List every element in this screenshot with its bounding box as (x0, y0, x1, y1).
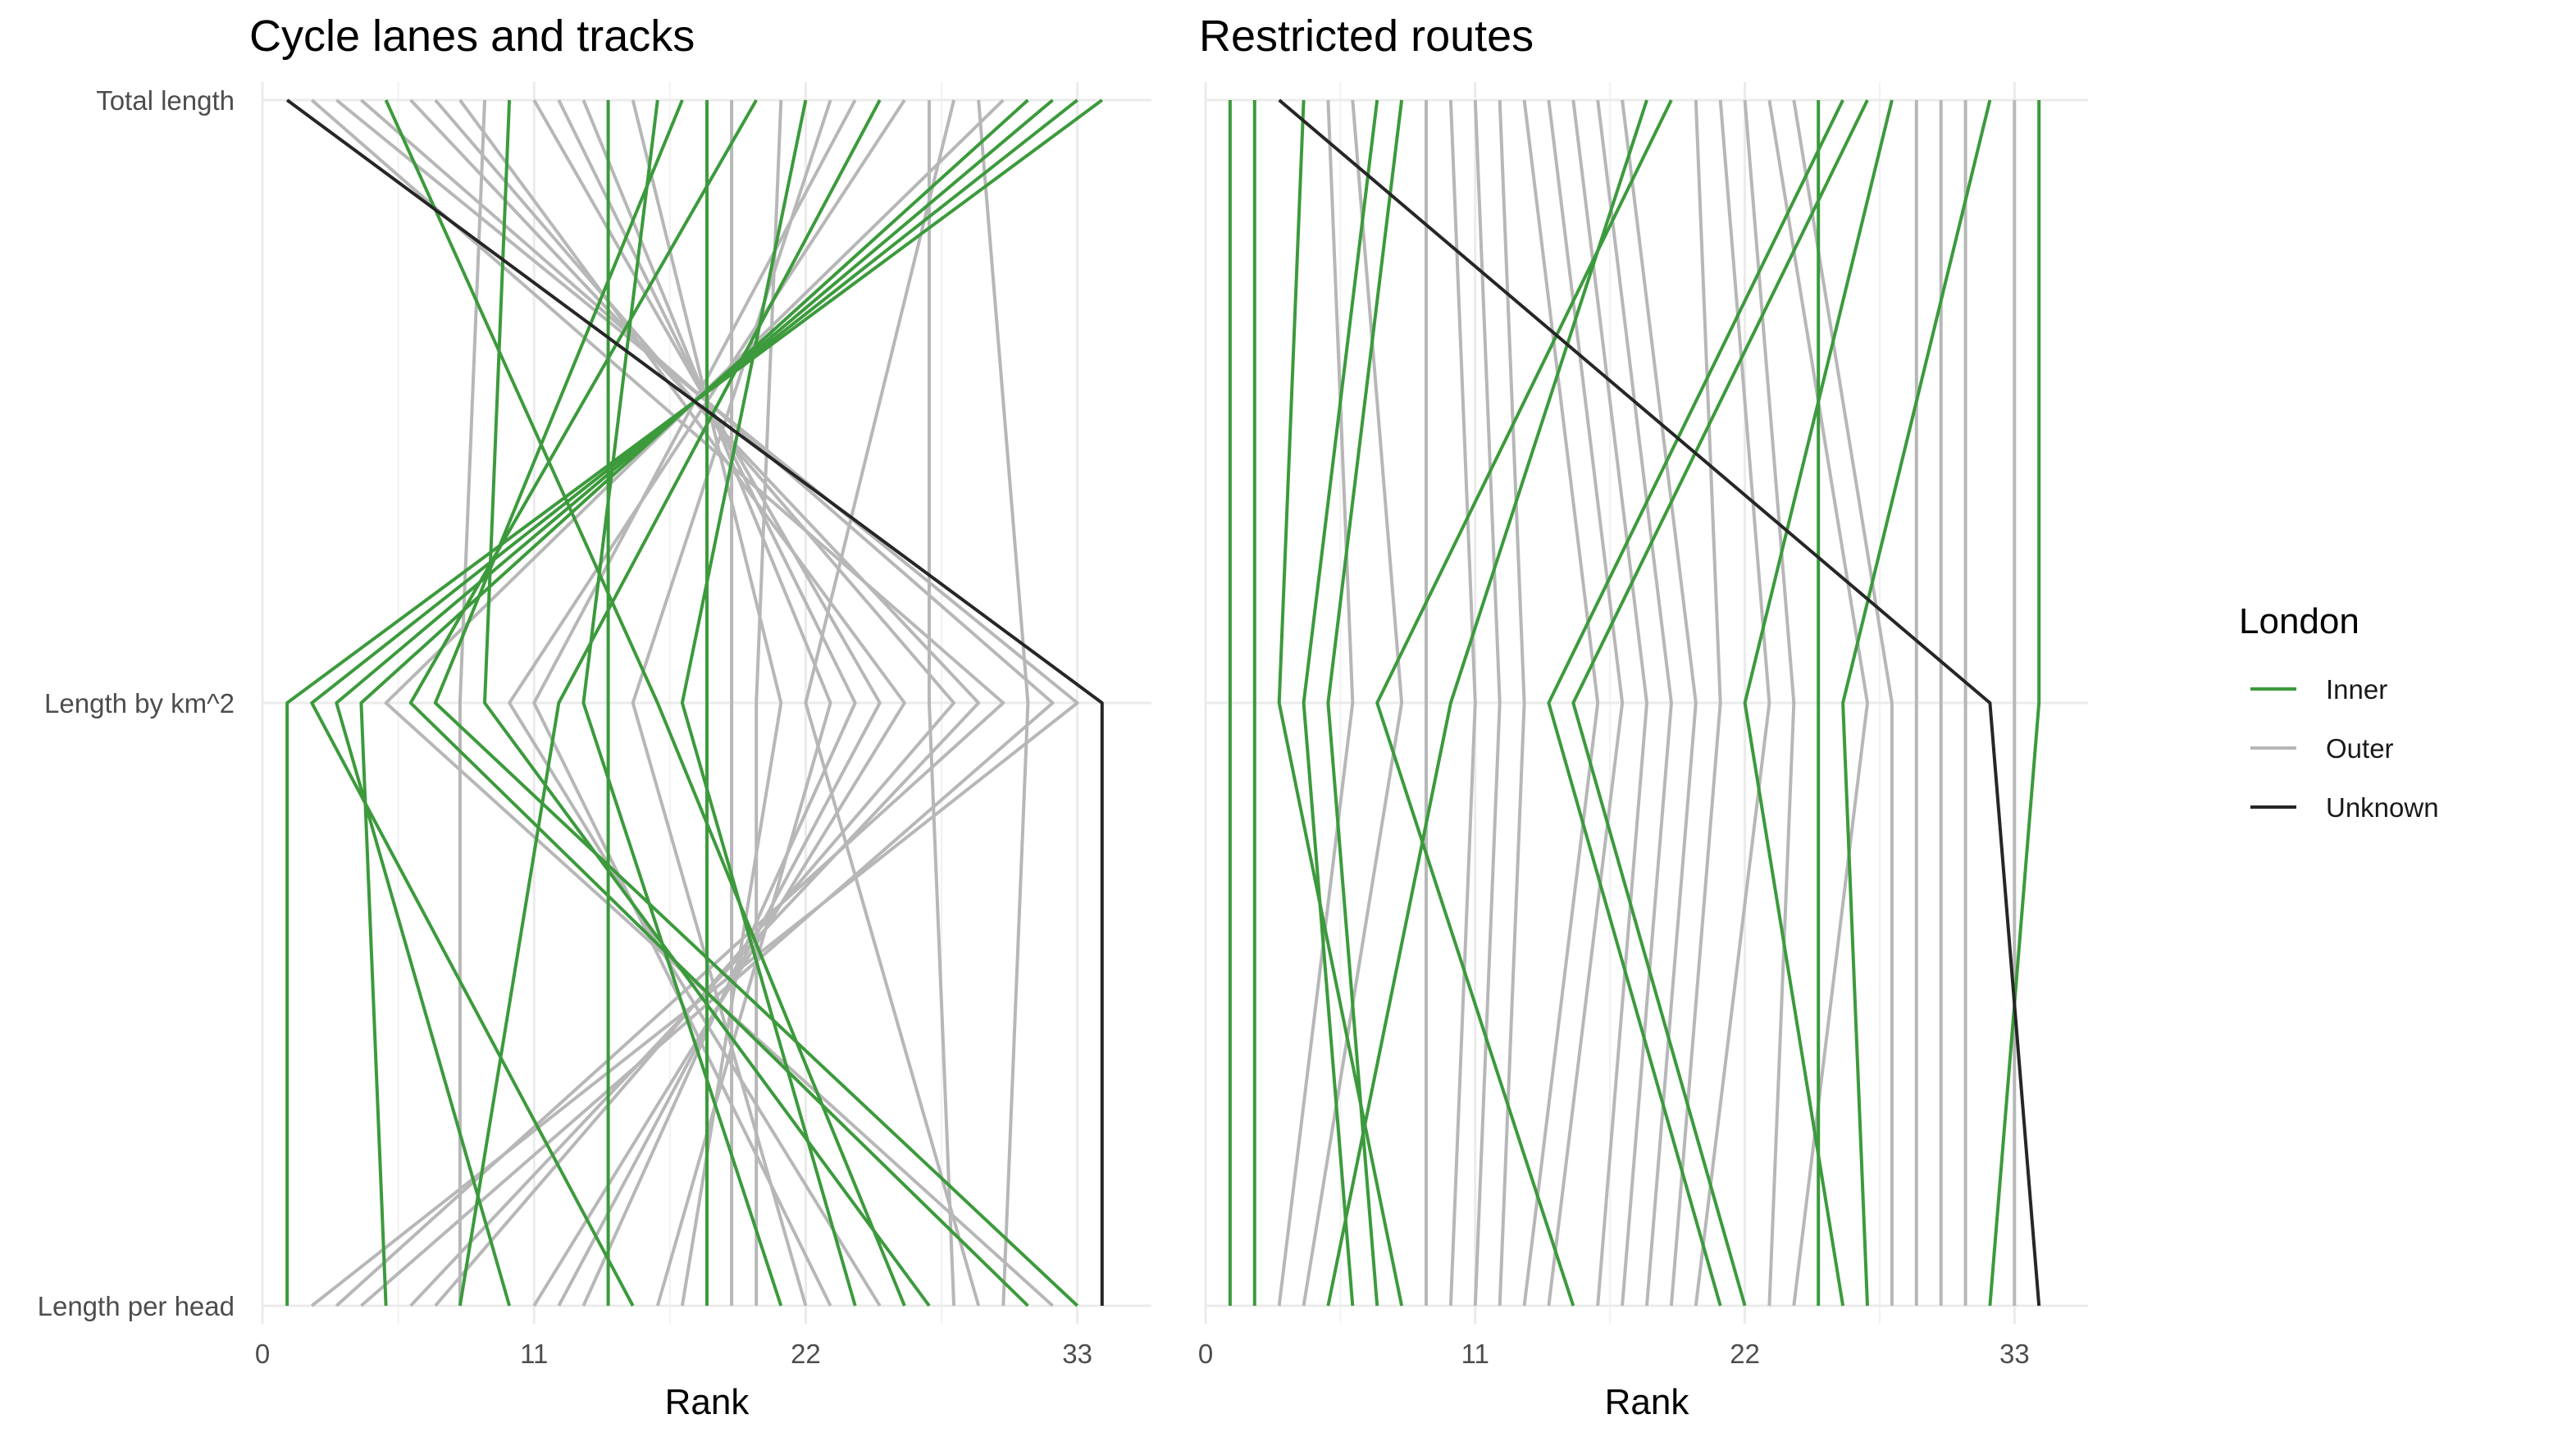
series-line-inner-9 (1326, 99, 1404, 1307)
series-line-inner-6 (433, 99, 1079, 1307)
series-line-inner-12 (1841, 99, 1992, 1307)
legend-label: Unknown (2326, 792, 2439, 823)
x-axis-title: Rank (665, 1382, 750, 1422)
legend-item-unknown: Unknown (2250, 792, 2439, 823)
series-line-inner-4 (359, 98, 1029, 1307)
x-tick-label: 11 (1461, 1339, 1489, 1369)
x-tick-label: 33 (1062, 1339, 1092, 1369)
x-tick-label: 33 (1999, 1339, 2030, 1369)
legend-title: London (2239, 601, 2359, 641)
series-line-outer-16 (360, 98, 1055, 1307)
series-line-inner-13 (1988, 100, 2041, 1307)
series-line-outer-29 (1792, 99, 1894, 1306)
series-line-inner-7 (1547, 99, 1844, 1307)
series-line-outer-23 (1596, 99, 1673, 1307)
series-line-inner-9 (581, 99, 783, 1307)
series-line-unknown-0 (285, 98, 1104, 1306)
series-line-outer-32 (977, 99, 1030, 1307)
series-line-inner-8 (1571, 99, 1869, 1307)
series-line-inner-6 (1375, 99, 1673, 1307)
series-line-outer-26 (1694, 99, 1771, 1307)
series-line-inner-3 (335, 98, 1054, 1307)
series-line-inner-5 (1326, 99, 1648, 1307)
series-line-inner-8 (458, 99, 882, 1307)
panel-title: Restricted routes (1199, 11, 1534, 61)
series-line-outer-22 (557, 99, 857, 1307)
series-line-inner-10 (1743, 99, 1894, 1307)
x-tick-label: 11 (520, 1339, 548, 1369)
series-line-outer-15 (310, 98, 1005, 1307)
series-line-inner-4 (1302, 99, 1379, 1307)
series-line-outer-14 (1277, 99, 1355, 1307)
series-line-outer-28 (532, 99, 857, 1307)
series-line-inner-7 (483, 99, 931, 1307)
panel-2: Restricted routes 0 11 22 33 Rank (1198, 11, 2088, 1422)
series-line-inner-11 (680, 99, 857, 1307)
series-line-inner-2 (310, 98, 1078, 1307)
y-category-label: Total length (96, 85, 235, 116)
series-line-outer-21 (532, 99, 882, 1307)
series-line-outer-18 (1473, 99, 1502, 1307)
series-line-unknown-0 (1278, 98, 2041, 1307)
y-category-label: Length by km^2 (44, 688, 235, 718)
series-line-inner-10 (384, 99, 906, 1307)
series-line-outer-27 (1743, 99, 1796, 1307)
series-lines (1228, 98, 2041, 1307)
series-line-outer-31 (804, 99, 981, 1307)
x-tick-label: 22 (1730, 1339, 1760, 1369)
x-tick-label: 0 (255, 1339, 270, 1369)
legend: London Inner Outer Unknown (2239, 601, 2439, 823)
series-line-outer-33 (384, 98, 1054, 1307)
panel-1: Cycle lanes and tracks 0 11 22 33 Rank Total l… (38, 11, 1151, 1422)
series-lines (285, 98, 1104, 1307)
legend-item-outer: Outer (2250, 733, 2394, 764)
series-line-outer-17 (1448, 99, 1477, 1307)
legend-item-inner: Inner (2250, 674, 2387, 705)
series-line-outer-20 (1522, 99, 1600, 1307)
x-axis-title: Rank (1605, 1382, 1690, 1422)
legend-label: Outer (2326, 733, 2394, 764)
x-tick-label: 22 (791, 1339, 821, 1369)
legend-label: Inner (2326, 674, 2387, 705)
series-line-inner-1 (285, 98, 1103, 1306)
series-line-outer-30 (928, 100, 956, 1307)
panel-title: Cycle lanes and tracks (249, 11, 695, 61)
series-line-outer-22 (1571, 99, 1648, 1307)
x-tick-label: 0 (1198, 1339, 1213, 1369)
y-category-label: Length per head (38, 1291, 235, 1321)
series-line-outer-14 (310, 98, 1079, 1307)
